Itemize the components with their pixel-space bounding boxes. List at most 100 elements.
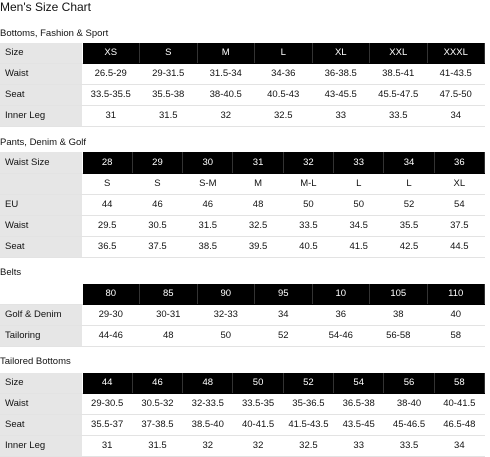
- row-label: Tailoring: [0, 325, 83, 347]
- table-cell: 35.5: [383, 215, 435, 237]
- size-header-cell: 36: [434, 152, 486, 174]
- table-cell: 38-40.5: [197, 84, 255, 106]
- table-cell: 43.5-45: [333, 414, 385, 436]
- size-header-cell: 95: [254, 284, 313, 305]
- table-row-blank: S S S-M M M-L L L XL: [0, 173, 486, 195]
- table-cell: L: [333, 173, 385, 195]
- table-cell: 48: [232, 194, 284, 216]
- table-cell: 33.5-35.5: [82, 84, 140, 106]
- table-row-waist: Waist 29.5 30.5 31.5 32.5 33.5 34.5 35.5 37.5: [0, 215, 486, 237]
- table-cell: S: [82, 173, 133, 195]
- size-header-cell: 56: [383, 373, 435, 394]
- table-cell: 50: [283, 194, 335, 216]
- size-header-cell: 28: [82, 152, 133, 174]
- size-header-cell: 44: [82, 373, 133, 394]
- table-cell: 44: [82, 194, 133, 216]
- size-table-belts: 80 85 90 95 10 105 110 Golf & Denim 29-30 30-31 32…: [0, 284, 485, 347]
- size-header-cell: 54: [333, 373, 385, 394]
- table-header-row: Waist Size 28 29 30 31 32 33 34 36: [0, 152, 486, 174]
- table-row-seat: Seat 33.5-35.5 35.5-38 38-40.5 40.5-43 43-45.…: [0, 84, 485, 106]
- row-label: Waist: [0, 63, 83, 85]
- size-header-cell: 50: [232, 373, 284, 394]
- table-cell: 29.5: [82, 215, 133, 237]
- size-header-cell: 33: [333, 152, 385, 174]
- table-cell: 44-46: [82, 325, 140, 347]
- size-header-cell: 46: [132, 373, 184, 394]
- table-cell: S: [132, 173, 184, 195]
- size-table-pants-denim-golf: Waist Size 28 29 30 31 32 33 34 36 S S S-M M M-L L L XL E…: [0, 152, 486, 258]
- row-label: Size: [0, 43, 83, 64]
- table-cell: M-L: [283, 173, 335, 195]
- table-cell: 40: [427, 304, 485, 326]
- table-cell: 34: [254, 304, 313, 326]
- row-label: Size: [0, 373, 83, 394]
- table-cell: 32: [197, 105, 255, 127]
- table-cell: 26.5-29: [82, 63, 140, 85]
- table-cell: 33.5: [283, 215, 335, 237]
- size-table-tailored-bottoms: Size 44 46 48 50 52 54 56 58 Waist 29-30.5 30.5-32 3…: [0, 373, 486, 457]
- size-header-cell: XS: [82, 43, 140, 64]
- table-cell: 32.5: [232, 215, 284, 237]
- table-cell: 35-36.5: [283, 393, 335, 415]
- size-header-cell: 58: [434, 373, 486, 394]
- size-header-cell: 32: [283, 152, 335, 174]
- size-header-cell: XL: [312, 43, 370, 64]
- table-row-inner-leg: Inner Leg 31 31.5 32 32.5 33 33.5 34: [0, 105, 485, 127]
- table-cell: 40.5: [283, 236, 335, 258]
- table-cell: 30.5: [132, 215, 184, 237]
- table-cell: 34-36: [254, 63, 313, 85]
- size-header-cell: 30: [182, 152, 234, 174]
- table-cell: 36: [312, 304, 370, 326]
- size-header-cell: 29: [132, 152, 184, 174]
- table-cell: 46.5-48: [434, 414, 486, 436]
- table-cell: 32.5: [283, 435, 335, 457]
- size-header-cell: 80: [82, 284, 140, 305]
- table-cell: 30-31: [139, 304, 198, 326]
- table-cell: 32: [182, 435, 234, 457]
- size-header-cell: 52: [283, 373, 335, 394]
- table-header-row: 80 85 90 95 10 105 110: [0, 284, 485, 305]
- table-header-row: Size XS S M L XL XXL XXXL: [0, 43, 485, 64]
- table-cell: M: [232, 173, 284, 195]
- table-cell: 30.5-32: [132, 393, 184, 415]
- table-cell: 41.5: [333, 236, 385, 258]
- table-cell: 38.5: [182, 236, 234, 258]
- size-header-cell: 34: [383, 152, 435, 174]
- table-cell: 31.5: [182, 215, 234, 237]
- table-cell: 33.5: [369, 105, 428, 127]
- table-cell: 32-33.5: [182, 393, 234, 415]
- table-row-waist: Waist 26.5-29 29-31.5 31.5-34 34-36 36-38.5 38…: [0, 63, 485, 85]
- table-cell: 38.5-40: [182, 414, 234, 436]
- table-cell: S-M: [182, 173, 234, 195]
- table-cell: 52: [383, 194, 435, 216]
- section-title: Belts: [0, 267, 22, 278]
- table-header-row: Size 44 46 48 50 52 54 56 58: [0, 373, 486, 394]
- table-row-golf-denim: Golf & Denim 29-30 30-31 32-33 34 36 38 40: [0, 304, 485, 326]
- table-cell: XL: [434, 173, 486, 195]
- table-cell: 33: [312, 105, 370, 127]
- table-cell: 46: [132, 194, 184, 216]
- table-cell: 54: [434, 194, 486, 216]
- table-row-inner-leg: Inner Leg 31 31.5 32 32 32.5 33 33.5 34: [0, 435, 486, 457]
- size-header-cell: 48: [182, 373, 234, 394]
- table-cell: 34: [427, 105, 485, 127]
- table-cell: 47.5-50: [427, 84, 485, 106]
- size-header-cell: 31: [232, 152, 284, 174]
- table-cell: 50: [197, 325, 255, 347]
- section-title: Tailored Bottoms: [0, 356, 71, 367]
- size-header-cell: L: [254, 43, 313, 64]
- table-cell: 38: [369, 304, 428, 326]
- table-cell: 46: [182, 194, 234, 216]
- size-header-cell: 90: [197, 284, 255, 305]
- table-cell: 39.5: [232, 236, 284, 258]
- table-cell: 36-38.5: [312, 63, 370, 85]
- table-cell: 42.5: [383, 236, 435, 258]
- table-cell: 38-40: [383, 393, 435, 415]
- row-label: Waist: [0, 215, 83, 237]
- row-label: Golf & Denim: [0, 304, 83, 326]
- table-cell: 48: [139, 325, 198, 347]
- table-cell: 29-31.5: [139, 63, 198, 85]
- table-cell: 45.5-47.5: [369, 84, 428, 106]
- row-label: Inner Leg: [0, 105, 83, 127]
- table-cell: 44.5: [434, 236, 486, 258]
